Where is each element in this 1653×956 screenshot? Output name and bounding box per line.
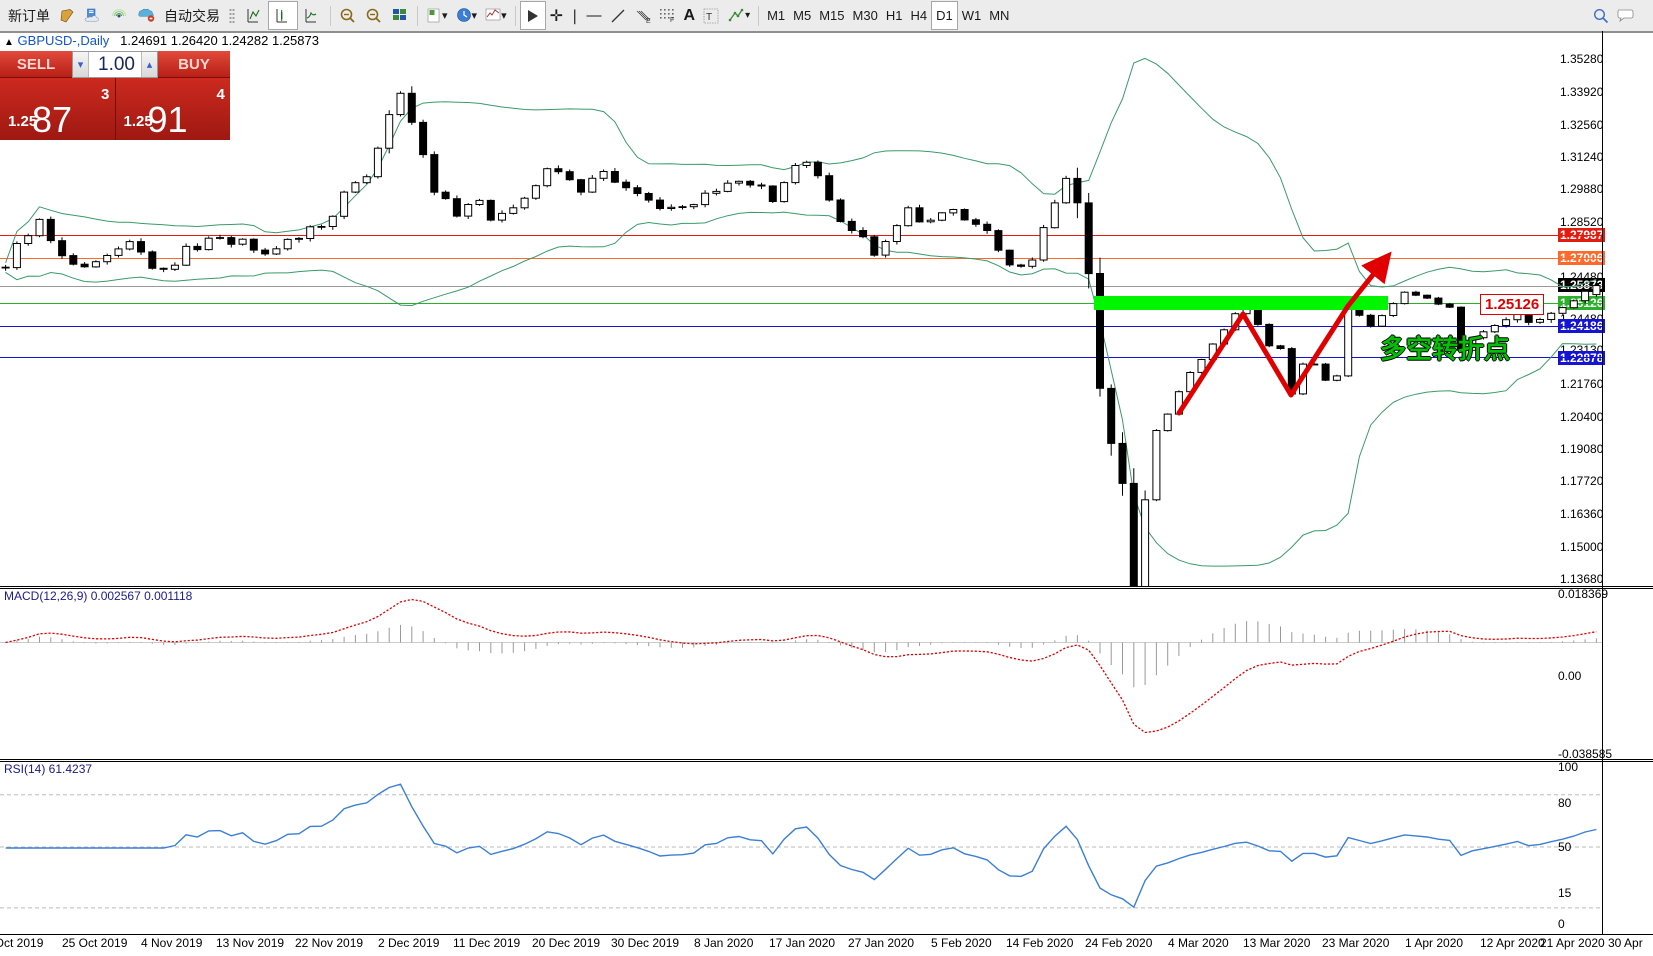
svg-text:E: E [646, 18, 651, 25]
svg-text:F: F [670, 17, 674, 23]
svg-text:T: T [706, 12, 712, 23]
